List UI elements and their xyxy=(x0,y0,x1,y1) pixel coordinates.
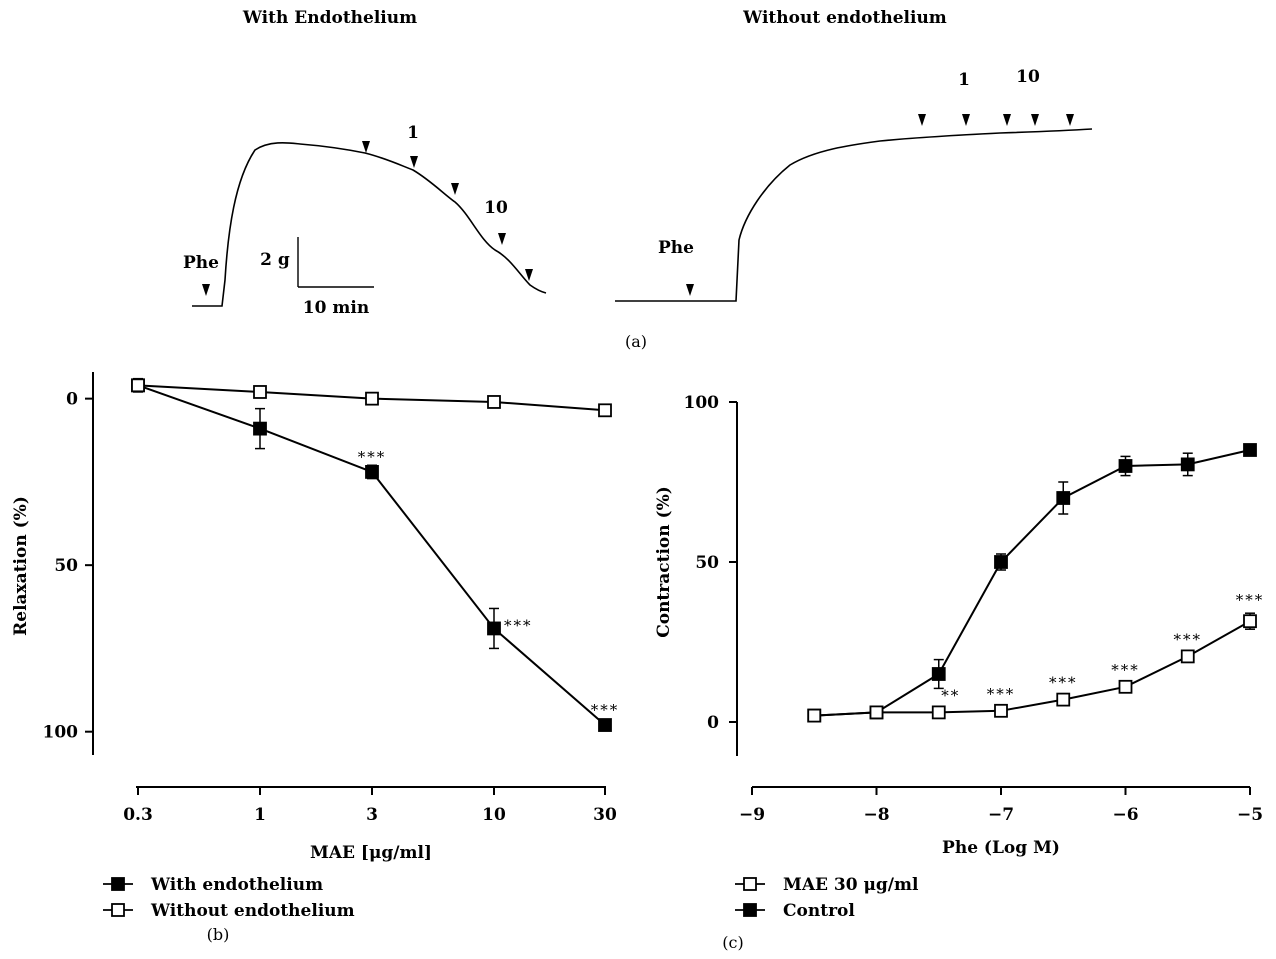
significance-label: *** xyxy=(1049,674,1078,692)
data-point xyxy=(253,385,267,399)
legend-item-without-endothelium: Without endothelium xyxy=(103,901,355,921)
y-axis-label: Relaxation (%) xyxy=(11,496,31,636)
x-tick-label: −7 xyxy=(988,805,1014,825)
significance-label: *** xyxy=(1174,630,1203,648)
series-line xyxy=(814,449,1251,717)
caption-a: (a) xyxy=(625,332,647,351)
x-tick-label: 30 xyxy=(593,805,617,825)
series-without-endothelium xyxy=(131,378,612,418)
caption-c: (c) xyxy=(722,933,743,952)
data-point xyxy=(487,395,501,409)
legend-label: With endothelium xyxy=(150,875,323,895)
significance-label: *** xyxy=(1236,591,1265,609)
y-tick-label: 100 xyxy=(684,393,720,413)
data-point xyxy=(253,421,267,436)
x-tick-label: −8 xyxy=(863,805,889,825)
legend-b: With endothelium Without endothelium xyxy=(103,875,355,921)
series-mae-30: ** *************** xyxy=(807,591,1265,723)
x-tick-label: −5 xyxy=(1237,805,1263,825)
legend-marker xyxy=(743,903,757,917)
x-axis-label: MAE [μg/ml] xyxy=(310,843,432,863)
legend-item-control: Control xyxy=(735,901,855,921)
y-tick-label: 50 xyxy=(695,553,719,573)
data-point xyxy=(931,667,946,681)
x-tick-label: 0.3 xyxy=(123,805,153,825)
arrowheads-without-endothelium xyxy=(686,114,1074,296)
panel-a: With Endothelium Without endothelium Phe… xyxy=(183,8,1093,351)
data-point xyxy=(807,708,822,723)
data-point xyxy=(598,718,612,732)
data-point xyxy=(487,621,501,636)
dose-1-label-right: 1 xyxy=(958,70,970,90)
x-axis-label: Phe (Log M) xyxy=(942,838,1060,858)
significance-label: *** xyxy=(1111,661,1140,679)
panel-c: 0 50 100 −9 −8 −7 −6 −5 Phe (Log M) Contraction (… xyxy=(654,393,1265,921)
x-tick-label: 1 xyxy=(254,805,266,825)
arrowheads-with-endothelium xyxy=(202,141,533,296)
significance-label: ** xyxy=(941,686,960,704)
data-point xyxy=(994,703,1008,718)
data-point xyxy=(1118,679,1133,694)
legend-item-with-endothelium: With endothelium xyxy=(103,875,323,895)
with-endothelium-title: With Endothelium xyxy=(242,8,417,28)
data-point xyxy=(869,705,884,720)
legend-label: Without endothelium xyxy=(150,901,355,921)
significance-label: *** xyxy=(591,701,620,719)
dose-1-label-left: 1 xyxy=(407,123,419,143)
data-point xyxy=(1118,459,1133,473)
data-point xyxy=(365,465,379,479)
without-endothelium-title: Without endothelium xyxy=(742,8,947,28)
data-point xyxy=(1056,491,1071,505)
significance-label: *** xyxy=(987,685,1016,703)
scale-x-label: 10 min xyxy=(303,298,369,318)
y-tick-label: 0 xyxy=(707,713,719,733)
data-point xyxy=(1243,614,1257,629)
data-point xyxy=(1180,649,1195,664)
x-tick-label: −9 xyxy=(739,805,765,825)
series-with-endothelium: *** *** *** xyxy=(131,377,620,732)
x-tick-label: 10 xyxy=(482,805,506,825)
trace-with-endothelium xyxy=(192,142,547,307)
data-point xyxy=(931,705,946,720)
x-tick-label: −6 xyxy=(1112,805,1138,825)
series-line xyxy=(137,384,606,726)
legend-label: MAE 30 μg/ml xyxy=(783,875,919,895)
dose-10-label-right: 10 xyxy=(1016,67,1040,87)
scale-y-label: 2 g xyxy=(260,250,290,270)
data-point xyxy=(598,403,612,418)
data-point xyxy=(131,378,145,393)
data-point xyxy=(365,391,379,406)
legend-c: MAE 30 μg/ml Control xyxy=(735,875,919,921)
legend-marker xyxy=(111,877,125,891)
phe-label-left: Phe xyxy=(183,253,219,273)
data-point xyxy=(1243,443,1257,457)
panel-b: 0 50 100 0.3 1 3 10 30 MAE [μg/ml] Relaxation (%)… xyxy=(11,372,620,921)
data-point xyxy=(1056,692,1071,707)
legend-marker xyxy=(111,903,125,917)
data-point xyxy=(994,555,1008,569)
phe-label-right: Phe xyxy=(658,238,694,258)
series-line xyxy=(814,620,1251,717)
legend-item-mae-30: MAE 30 μg/ml xyxy=(735,875,919,895)
x-tick-label: 3 xyxy=(366,805,378,825)
y-tick-label: 0 xyxy=(66,390,78,410)
y-tick-label: 50 xyxy=(54,556,78,576)
legend-label: Control xyxy=(783,901,855,921)
significance-label: *** xyxy=(358,448,387,466)
significance-label: *** xyxy=(504,616,533,634)
data-point xyxy=(1180,457,1195,472)
y-axis-label: Contraction (%) xyxy=(654,486,674,638)
y-tick-label: 100 xyxy=(43,723,79,743)
trace-without-endothelium xyxy=(615,128,1093,302)
caption-b: (b) xyxy=(207,925,230,944)
scale-bar: 2 g 10 min xyxy=(260,237,374,318)
legend-marker xyxy=(743,877,757,891)
series-control xyxy=(807,443,1257,723)
dose-10-label-left: 10 xyxy=(484,198,508,218)
